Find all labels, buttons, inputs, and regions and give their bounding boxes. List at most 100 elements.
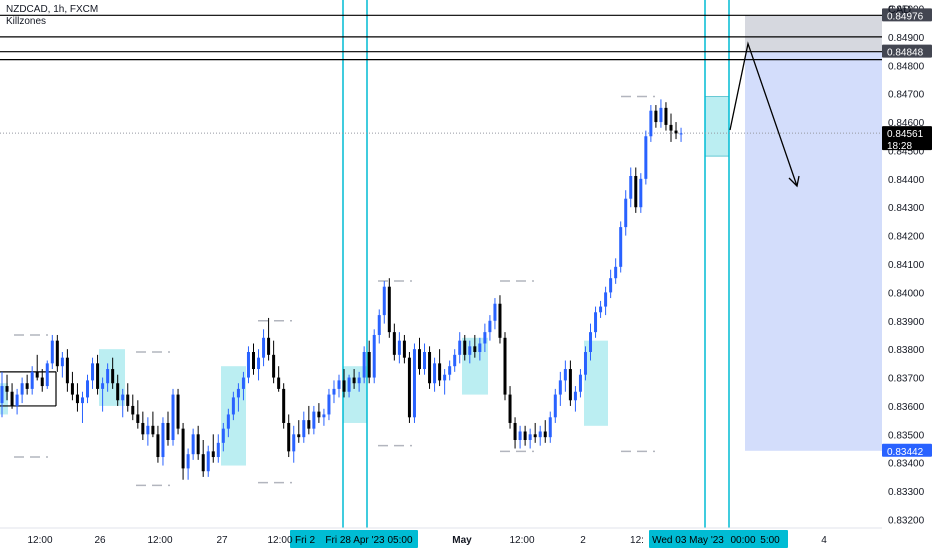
candle-body (659, 107, 663, 123)
projection-path (729, 41, 798, 187)
candle-body (65, 357, 69, 384)
candle-body (20, 383, 24, 395)
x-tick-label: 12:00 (147, 535, 172, 546)
candle-body (468, 346, 472, 355)
candle-body (352, 377, 356, 384)
y-tick-label: 0.84900 (888, 33, 925, 44)
candle-body (614, 266, 618, 279)
candle-body (257, 357, 261, 370)
candle-body (508, 394, 512, 423)
candle-body (252, 352, 255, 370)
time-axis-highlight (649, 530, 788, 548)
y-tick-label: 0.83500 (888, 430, 925, 441)
candle-body (458, 340, 462, 355)
candle-body (428, 352, 432, 384)
y-tick-label: 0.84200 (888, 232, 925, 243)
candle-body (609, 278, 613, 293)
candle-body (30, 371, 34, 389)
candle-body (357, 377, 361, 384)
candle-body (15, 394, 19, 406)
y-tick-label: 0.83400 (888, 459, 925, 470)
price-label-text: 0.84976 (887, 11, 924, 22)
candle-body (392, 332, 396, 355)
candle-body (538, 431, 542, 438)
y-tick-label: 0.84400 (888, 175, 925, 186)
candle-body (412, 349, 416, 418)
candle-body (493, 303, 497, 321)
candle-body (322, 414, 326, 418)
chart-header: NZDCAD, 1h, FXCM Killzones (6, 4, 98, 28)
candle-body (10, 391, 14, 406)
killzone-box (704, 96, 730, 157)
candle-body (558, 380, 562, 395)
candle-body (478, 343, 482, 352)
candle-body (553, 394, 557, 418)
candle-body (639, 178, 643, 208)
candle-body (267, 337, 271, 355)
target-zone (745, 51, 882, 451)
candle-body (533, 434, 537, 438)
candle-body (206, 451, 210, 472)
candle-body (156, 434, 160, 458)
candle-body (448, 366, 452, 375)
y-tick-label: 0.83800 (888, 345, 925, 356)
indicator-label[interactable]: Killzones (6, 16, 47, 27)
x-tick-label: 27 (216, 535, 228, 546)
candle-body (201, 454, 205, 472)
time-axis-highlight (290, 530, 418, 548)
candle-body (106, 369, 110, 384)
y-tick-label: 0.84000 (888, 288, 925, 299)
candle-body (91, 363, 95, 381)
symbol-title: NZDCAD, 1h, FXCM (6, 4, 99, 15)
y-tick-label: 0.83200 (888, 515, 925, 526)
y-tick-label: 0.83600 (888, 402, 925, 413)
candle-body (101, 383, 105, 389)
candle-body (80, 397, 84, 404)
candle-body (40, 377, 44, 387)
candle-body (136, 414, 140, 423)
candle-body (332, 388, 336, 395)
killzone-box (0, 383, 8, 415)
projection-arrowhead (788, 175, 800, 188)
candle-body (498, 303, 502, 338)
candle-body (272, 354, 276, 378)
price-label-text: 0.84561 (887, 129, 924, 140)
candle-body (362, 352, 366, 378)
y-tick-label: 0.83900 (888, 317, 925, 328)
candle-body (312, 411, 316, 429)
candle-body (423, 352, 427, 370)
candle-body (543, 431, 547, 438)
candle-body (96, 363, 100, 389)
candle-body (674, 130, 678, 134)
x-tick-label: 26 (94, 535, 106, 546)
candle-body (241, 377, 245, 389)
price-label-box (882, 8, 932, 22)
candle-body (382, 286, 386, 316)
candle-body (578, 374, 582, 392)
candle-body (664, 107, 668, 125)
candle-body (488, 320, 492, 333)
y-tick-label: 0.84700 (888, 90, 925, 101)
candle-body (397, 340, 401, 355)
candle-body (45, 363, 49, 387)
candle-body (548, 417, 552, 438)
candle-body (146, 425, 150, 435)
candle-body (196, 434, 200, 455)
candle-body (131, 405, 135, 415)
candle-body (166, 422, 170, 440)
candle-body (302, 420, 306, 438)
candle-body (402, 340, 406, 358)
candle-body (317, 411, 321, 418)
candle-body (226, 414, 230, 429)
candle-body (176, 394, 180, 429)
candle-body (287, 422, 291, 452)
candle-body (151, 425, 155, 435)
candle-body (679, 133, 683, 135)
x-tick-label: 05:00 (387, 535, 412, 546)
candle-body (50, 340, 54, 364)
x-tick-label: 12: (630, 535, 644, 546)
candle-body (568, 369, 572, 401)
candle-body (644, 136, 648, 179)
